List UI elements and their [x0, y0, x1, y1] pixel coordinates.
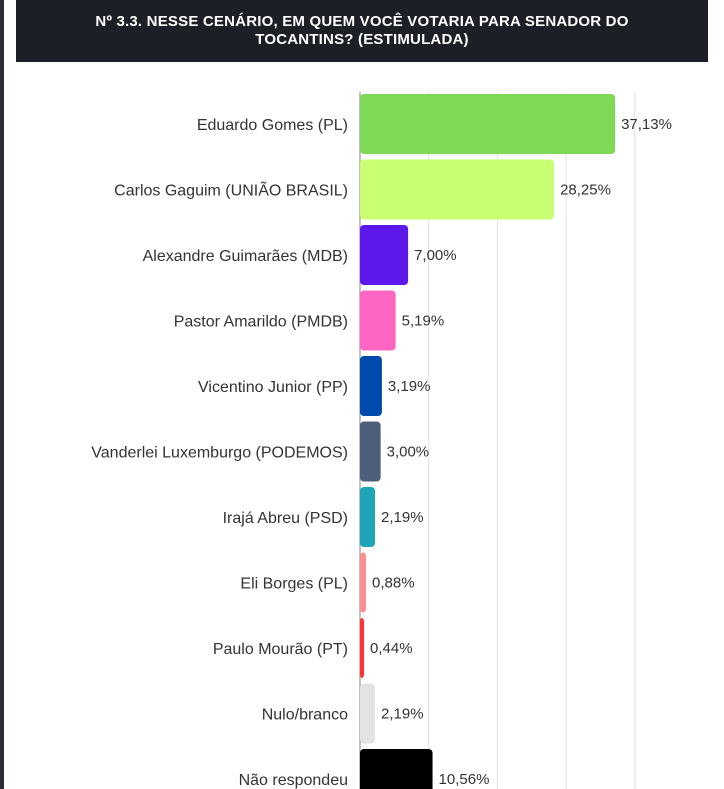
category-label: Carlos Gaguim (UNIÃO BRASIL): [114, 180, 348, 200]
bar: [360, 159, 555, 220]
chart-title-box: Nº 3.3. NESSE CENÁRIO, EM QUEM VOCÊ VOTA…: [16, 0, 708, 62]
data-label: 28,25%: [560, 182, 611, 199]
left-frame-border: [0, 0, 4, 789]
category-label: Não respondeu: [239, 772, 348, 789]
data-label: 7,00%: [414, 247, 457, 264]
bar: [360, 749, 433, 789]
category-label: Irajá Abreu (PSD): [223, 510, 348, 527]
bar: [360, 552, 367, 613]
bar: [360, 356, 382, 416]
bar: [360, 94, 616, 154]
data-label: 2,19%: [381, 509, 424, 526]
chart-title: Nº 3.3. NESSE CENÁRIO, EM QUEM VOCÊ VOTA…: [95, 13, 629, 48]
data-label: 2,19%: [381, 706, 424, 723]
category-label: Vanderlei Luxemburgo (PODEMOS): [91, 445, 348, 462]
data-label: 3,19%: [388, 378, 431, 395]
category-label: Nulo/branco: [262, 707, 348, 724]
category-label: Eli Borges (PL): [240, 576, 348, 593]
category-label: Paulo Mourão (PT): [213, 641, 348, 658]
data-label: 0,44%: [370, 640, 413, 657]
bars: [360, 94, 616, 789]
bar: [360, 487, 376, 547]
data-label: 5,19%: [402, 313, 445, 330]
data-label: 3,00%: [387, 444, 430, 461]
bar: [360, 421, 381, 482]
data-label: 10,56%: [439, 771, 490, 788]
bar: [360, 290, 396, 351]
category-labels: Eduardo Gomes (PL) Carlos Gaguim (UNIÃO B…: [91, 117, 348, 789]
bar: [360, 683, 376, 744]
data-label: 37,13%: [621, 116, 672, 133]
value-labels: 37,13% 28,25% 7,00% 5,19% 3,19% 3,00% 2,19% 0,8…: [370, 116, 672, 788]
category-label: Pastor Amarildo (PMDB): [174, 314, 348, 331]
category-label: Eduardo Gomes (PL): [197, 117, 348, 134]
bar: [360, 225, 409, 285]
category-label: Alexandre Guimarães (MDB): [143, 248, 348, 265]
bar: [360, 618, 364, 678]
category-label: Vicentino Junior (PP): [198, 379, 348, 396]
data-label: 0,88%: [372, 575, 415, 592]
